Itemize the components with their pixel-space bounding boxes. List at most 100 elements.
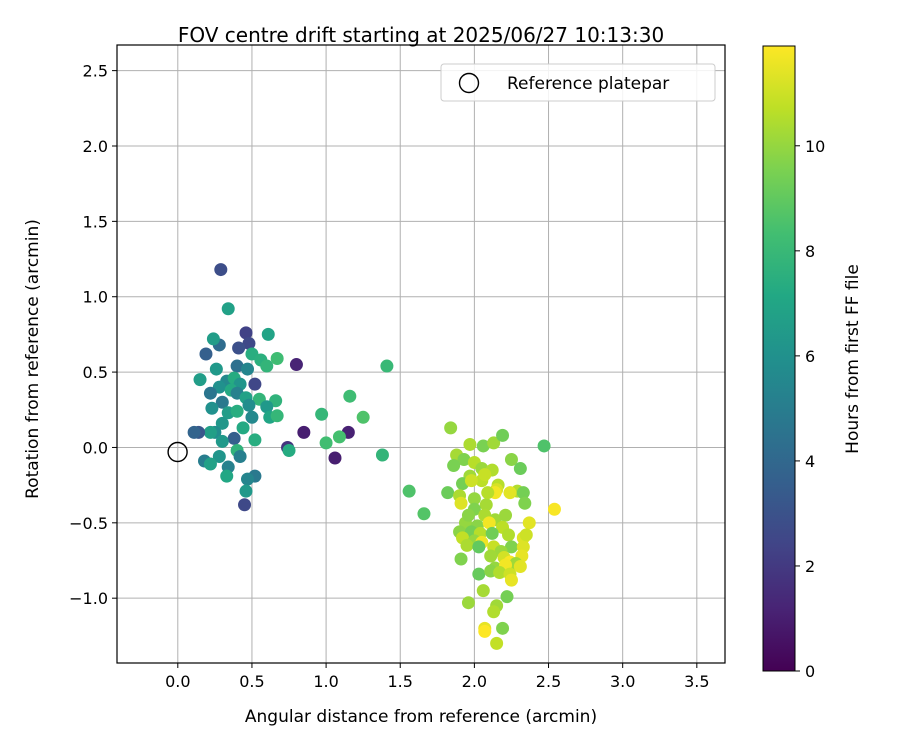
data-point — [215, 416, 229, 430]
data-point — [444, 421, 458, 435]
data-point — [220, 469, 234, 483]
data-point — [547, 502, 561, 516]
data-point — [240, 362, 254, 376]
data-point — [487, 436, 501, 450]
x-axis-label: Angular distance from reference (arcmin) — [245, 707, 597, 727]
data-point — [375, 448, 389, 462]
data-point — [537, 439, 551, 453]
data-point — [328, 451, 342, 465]
data-point — [248, 433, 262, 447]
data-point — [227, 431, 241, 445]
data-point — [460, 538, 474, 552]
data-point — [230, 359, 244, 373]
y-tick-label: 1.5 — [83, 212, 108, 231]
x-tick-label: 0.5 — [239, 672, 264, 691]
data-point — [499, 508, 513, 522]
y-axis-label: Rotation from reference (arcmin) — [23, 219, 43, 499]
data-point — [518, 496, 532, 510]
data-point — [461, 508, 475, 522]
legend-box — [440, 63, 716, 102]
data-point — [402, 484, 416, 498]
data-point — [236, 421, 250, 435]
y-tick-label: −0.5 — [69, 514, 108, 533]
data-point — [485, 526, 499, 540]
data-point — [441, 486, 455, 500]
data-point — [260, 359, 274, 373]
data-point — [490, 636, 504, 650]
data-point — [504, 453, 518, 467]
data-point — [315, 407, 329, 421]
x-tick-label: 1.0 — [313, 672, 338, 691]
data-point — [447, 459, 461, 473]
data-point — [203, 386, 217, 400]
colorbar-tick-label: 8 — [805, 242, 815, 261]
data-point — [478, 468, 492, 482]
data-point — [282, 443, 296, 457]
data-point — [472, 540, 486, 554]
data-point — [496, 428, 510, 442]
data-point — [215, 434, 229, 448]
data-point — [242, 398, 256, 412]
colorbar-ticks: 0 2 4 6 8 10 — [795, 137, 825, 681]
x-tick-label: 3.5 — [684, 672, 709, 691]
y-axis-ticks: −1.0 −0.5 0.0 0.5 1.0 1.5 2.0 2.5 — [69, 62, 117, 608]
data-point — [484, 549, 498, 563]
data-point — [193, 373, 207, 387]
data-point — [513, 560, 527, 574]
colorbar-tick-label: 6 — [805, 347, 815, 366]
data-point — [478, 624, 492, 638]
legend-entry: Reference platepar — [507, 74, 669, 94]
data-point — [501, 528, 515, 542]
data-point — [476, 439, 490, 453]
data-point — [239, 484, 253, 498]
y-tick-label: 1.0 — [83, 288, 108, 307]
data-point — [221, 302, 235, 316]
data-point — [522, 516, 536, 530]
data-point — [417, 507, 431, 521]
data-point — [476, 584, 490, 598]
x-tick-label: 3.0 — [610, 672, 635, 691]
data-points — [187, 263, 561, 650]
data-point — [504, 573, 518, 587]
data-point — [187, 425, 201, 439]
colorbar-tick-label: 10 — [805, 137, 825, 156]
data-point — [260, 400, 274, 414]
data-point — [356, 410, 370, 424]
data-point — [332, 430, 346, 444]
data-point — [245, 410, 259, 424]
x-axis-ticks: 0.0 0.5 1.0 1.5 2.0 2.5 3.0 3.5 — [165, 663, 710, 691]
legend: Reference platepar — [440, 63, 716, 102]
data-point — [454, 552, 468, 566]
x-tick-label: 2.0 — [462, 672, 487, 691]
y-tick-label: 2.0 — [83, 137, 108, 156]
data-point — [212, 449, 226, 463]
x-tick-label: 0.0 — [165, 672, 190, 691]
data-point — [199, 347, 213, 361]
data-point — [467, 492, 481, 506]
chart-title: FOV centre drift starting at 2025/06/27 … — [178, 23, 664, 47]
data-point — [482, 516, 496, 530]
data-point — [513, 462, 527, 476]
data-point — [380, 359, 394, 373]
y-tick-label: −1.0 — [69, 589, 108, 608]
y-tick-label: 0.0 — [83, 438, 108, 457]
data-point — [472, 567, 486, 581]
data-point — [289, 358, 303, 372]
plot-frame — [116, 44, 726, 664]
data-point — [214, 263, 228, 277]
data-point — [464, 474, 478, 488]
data-point — [248, 377, 262, 391]
data-point — [209, 362, 223, 376]
reference-platepar-marker — [167, 441, 188, 463]
colorbar — [762, 45, 796, 672]
y-tick-label: 2.5 — [83, 62, 108, 81]
data-point — [270, 409, 284, 423]
data-point — [454, 496, 468, 510]
data-point — [461, 596, 475, 610]
data-point — [479, 498, 493, 512]
data-point — [493, 566, 507, 580]
data-point — [500, 590, 514, 604]
data-point — [270, 352, 284, 366]
colorbar-tick-label: 2 — [805, 557, 815, 576]
